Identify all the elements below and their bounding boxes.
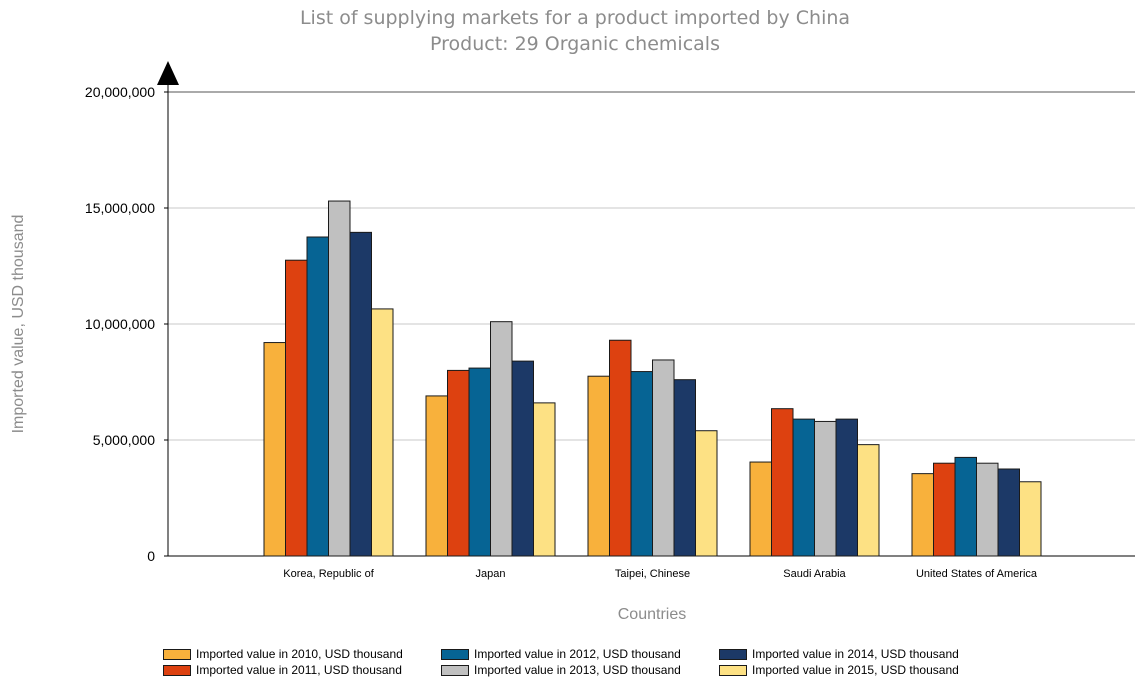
bar-chart: 0 5,000,000 10,000,000 15,000,000 20,000,000… xyxy=(10,61,1135,623)
legend-item: Imported value in 2011, USD thousand xyxy=(163,663,441,677)
bar xyxy=(306,236,329,557)
bar xyxy=(997,468,1020,557)
bar xyxy=(468,367,491,557)
legend-label: Imported value in 2012, USD thousand xyxy=(474,647,681,661)
legend-item: Imported value in 2015, USD thousand xyxy=(719,663,999,677)
bar xyxy=(695,430,718,557)
bar xyxy=(1019,481,1042,557)
bar xyxy=(792,418,815,557)
y-axis: 0 5,000,000 10,000,000 15,000,000 20,000,000 xyxy=(85,61,179,564)
x-axis: Korea, Republic of Japan Taipei, Chinese Sa… xyxy=(283,568,1038,580)
bar xyxy=(328,200,351,557)
bar xyxy=(857,444,880,557)
legend: Imported value in 2010, USD thousand Impo… xyxy=(163,647,1023,677)
y-tick-label: 10,000,000 xyxy=(85,316,155,332)
legend-label: Imported value in 2014, USD thousand xyxy=(752,647,959,661)
legend-swatch xyxy=(719,648,747,660)
bar xyxy=(609,339,632,557)
bar xyxy=(349,231,372,557)
x-tick-label: Saudi Arabia xyxy=(783,568,846,580)
y-tick-label: 15,000,000 xyxy=(85,200,155,216)
bar xyxy=(673,379,696,557)
bar xyxy=(371,308,394,557)
bar xyxy=(425,395,448,557)
legend-label: Imported value in 2015, USD thousand xyxy=(752,663,959,677)
legend-swatch xyxy=(441,648,469,660)
legend-item: Imported value in 2012, USD thousand xyxy=(441,647,719,661)
bar xyxy=(954,456,977,557)
chart-title: List of supplying markets for a product … xyxy=(299,7,851,29)
bar xyxy=(814,420,837,557)
bar xyxy=(511,360,534,557)
legend-item: Imported value in 2010, USD thousand xyxy=(163,647,441,661)
bar xyxy=(447,369,470,557)
bar xyxy=(652,359,675,557)
bar xyxy=(911,473,934,557)
legend-label: Imported value in 2010, USD thousand xyxy=(196,647,403,661)
bar xyxy=(285,259,308,557)
legend-swatch xyxy=(719,664,747,676)
y-tick-label: 20,000,000 xyxy=(85,84,155,100)
bar xyxy=(263,342,286,557)
legend-swatch xyxy=(163,664,191,676)
x-tick-label: Taipei, Chinese xyxy=(615,568,690,580)
bar xyxy=(533,402,556,557)
y-axis-label: Imported value, USD thousand xyxy=(10,215,27,434)
legend-item: Imported value in 2013, USD thousand xyxy=(441,663,719,677)
bar xyxy=(490,321,513,557)
y-tick-label: 0 xyxy=(147,548,155,564)
x-axis-label: Countries xyxy=(618,606,686,623)
bar xyxy=(933,462,956,557)
bar xyxy=(749,461,772,557)
x-tick-label: Korea, Republic of xyxy=(283,568,374,580)
y-axis-arrow-icon xyxy=(157,61,179,85)
bars xyxy=(263,200,1042,557)
legend-swatch xyxy=(163,648,191,660)
y-tick-label: 5,000,000 xyxy=(93,432,155,448)
chart-subtitle: Product: 29 Organic chemicals xyxy=(430,33,720,55)
bar xyxy=(835,418,858,557)
legend-label: Imported value in 2013, USD thousand xyxy=(474,663,681,677)
bar xyxy=(771,408,794,557)
legend-label: Imported value in 2011, USD thousand xyxy=(196,663,402,677)
x-tick-label: United States of America xyxy=(916,568,1038,580)
x-tick-label: Japan xyxy=(476,568,506,580)
bar xyxy=(630,371,653,557)
bar xyxy=(587,375,610,557)
legend-item: Imported value in 2014, USD thousand xyxy=(719,647,999,661)
bar xyxy=(976,462,999,557)
legend-swatch xyxy=(441,664,469,676)
